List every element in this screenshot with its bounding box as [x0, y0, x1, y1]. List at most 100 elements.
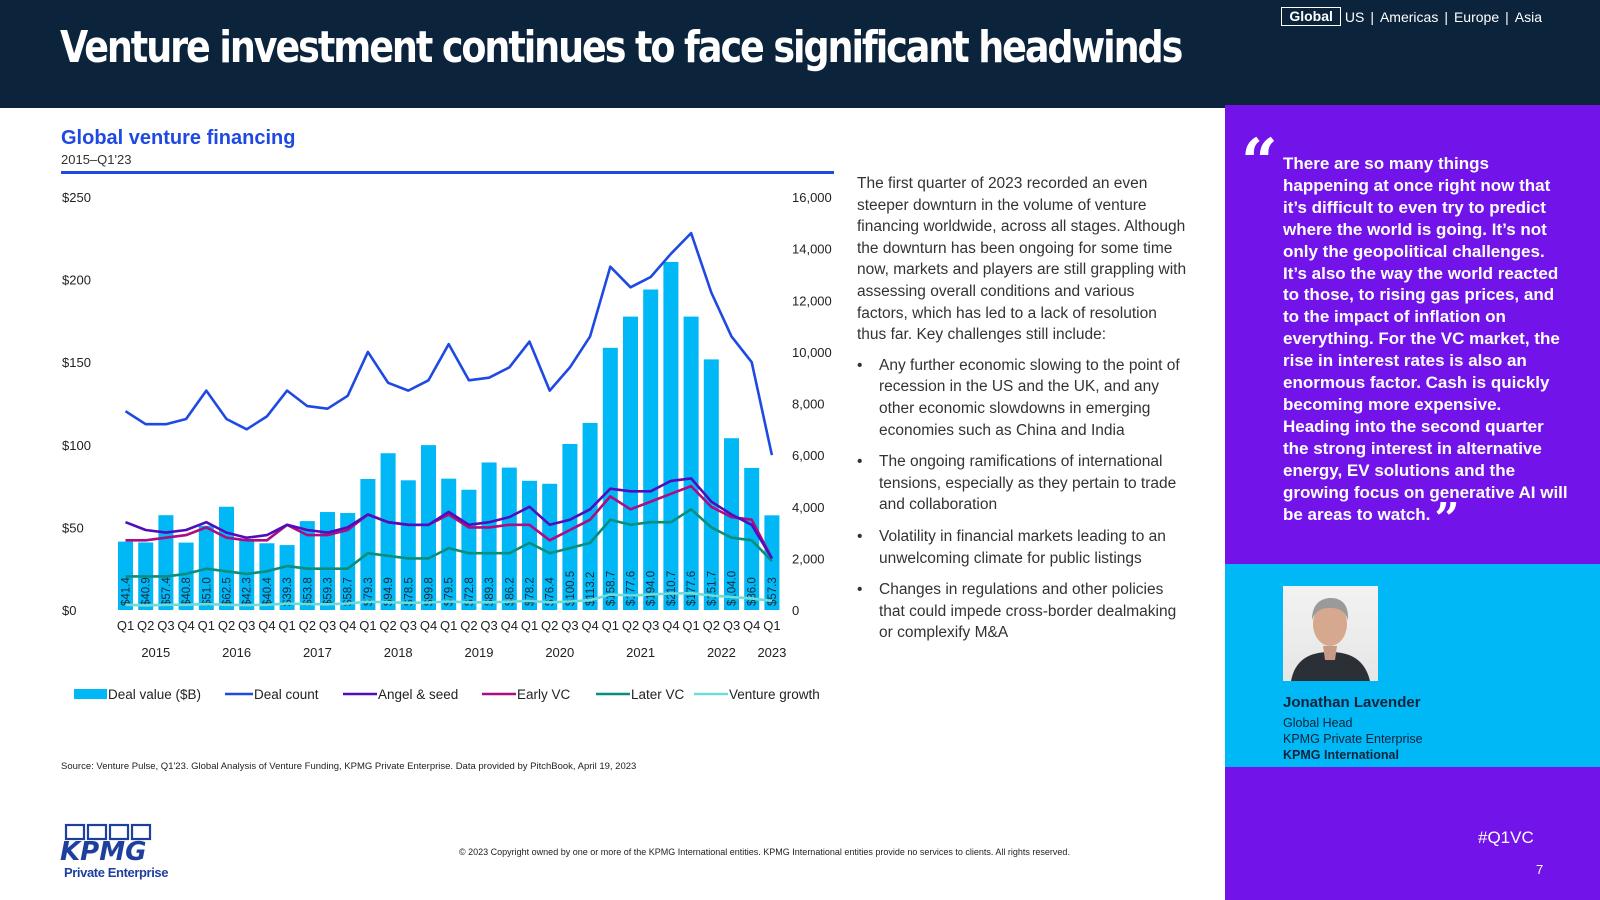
page-title: Venture investment continues to face sig… — [60, 22, 1183, 73]
right-axis-tick: 4,000 — [792, 500, 825, 515]
bar-data-label: $39.3 — [282, 577, 294, 606]
x-axis-year-label: 2015 — [141, 645, 170, 660]
bar-data-label: $89.3 — [484, 577, 496, 606]
intro-paragraph: The first quarter of 2023 recorded an ev… — [857, 175, 1187, 344]
deal-value-bar — [703, 359, 719, 610]
chart-title-rule — [61, 171, 834, 174]
deal-value-bars — [118, 261, 780, 610]
x-axis-year-label: 2023 — [757, 645, 786, 660]
bar-data-label: $41.4 — [121, 577, 133, 606]
left-axis-tick: $0 — [62, 603, 76, 618]
x-axis-quarter-label: Q3 — [157, 618, 174, 633]
legend-label: Deal count — [254, 687, 319, 702]
bar-data-label: $40.4 — [262, 577, 274, 606]
bar-data-label: $78.2 — [525, 577, 537, 606]
page-number: 7 — [1536, 862, 1544, 877]
bar-data-label: $53.8 — [302, 577, 314, 606]
region-tab-americas[interactable]: Americas — [1379, 8, 1439, 25]
x-axis-quarter-label: Q4 — [258, 618, 275, 633]
bar-data-label: $58.7 — [343, 577, 355, 606]
copyright: © 2023 Copyright owned by one or more of… — [459, 847, 1070, 857]
deal-value-bar — [178, 542, 194, 610]
deal-value-bar — [582, 422, 598, 610]
x-axis-quarter-label: Q4 — [420, 618, 437, 633]
x-axis-quarter-label: Q2 — [541, 618, 558, 633]
x-axis-year-label: 2017 — [303, 645, 332, 660]
bar-data-label: $40.8 — [181, 577, 193, 606]
person-silhouette-icon — [1291, 598, 1370, 681]
region-tab-asia[interactable]: Asia — [1514, 8, 1542, 25]
person-org: KPMG International — [1283, 748, 1399, 762]
x-axis-year-label: 2022 — [707, 645, 736, 660]
quote-block: There are so many things happening at on… — [1283, 153, 1573, 541]
person-name: Jonathan Lavender — [1283, 694, 1421, 711]
legend-label: Angel & seed — [378, 687, 458, 702]
header-bar: Venture investment continues to face sig… — [0, 0, 1600, 108]
legend-swatch-bar — [74, 689, 107, 699]
right-axis-tick: 2,000 — [792, 551, 825, 566]
deal-value-labels: $41.4 $40.9 $57.4 $40.8 $51.0 $62.5 $42.3 $40.4… — [121, 571, 779, 606]
legend-label: Venture growth — [729, 687, 820, 702]
deal-value-bar — [602, 347, 618, 610]
right-axis-tick: 0 — [792, 603, 799, 618]
avatar — [1283, 586, 1378, 681]
bar-data-label: $42.3 — [242, 577, 254, 606]
x-axis-quarter-label: Q1 — [602, 618, 619, 633]
right-axis-tick: 6,000 — [792, 448, 825, 463]
x-axis-quarter-label: Q2 — [218, 618, 235, 633]
deal-value-bar — [663, 261, 679, 610]
deal-value-bar — [299, 521, 315, 610]
list-item: Changes in regulations and other policie… — [857, 579, 1187, 644]
x-axis-quarter-label: Q2 — [622, 618, 639, 633]
x-axis-quarter-label: Q4 — [177, 618, 194, 633]
deal-value-bar — [279, 545, 295, 610]
bar-data-label: $72.8 — [464, 577, 476, 606]
bar-data-label: $151.7 — [706, 571, 718, 606]
bar-data-label: $76.4 — [545, 577, 557, 606]
bar-data-label: $78.5 — [403, 577, 415, 606]
x-axis-year-label: 2020 — [545, 645, 574, 660]
series-line-venture-growth — [125, 591, 773, 607]
x-axis-year-label: 2019 — [465, 645, 494, 660]
x-axis-quarter-label: Q1 — [682, 618, 699, 633]
right-axis-tick: 14,000 — [792, 242, 832, 257]
region-separator: | — [1505, 8, 1509, 25]
x-axis-quarter-label: Q3 — [400, 618, 417, 633]
x-axis-quarter-label: Q4 — [581, 618, 598, 633]
venture-financing-chart: $0 $50 $100 $150 $200 $250 0 2,000 4,000 6,000 8,… — [62, 190, 832, 702]
open-quote-icon: “ — [1241, 125, 1278, 200]
region-nav: Global US | Americas | Europe | Asia — [1281, 7, 1542, 26]
x-axis-year-label: 2018 — [384, 645, 413, 660]
deal-value-bar — [562, 443, 578, 610]
list-item: Volatility in financial markets leading … — [857, 526, 1187, 569]
hashtag: #Q1VC — [1478, 828, 1534, 847]
deal-value-bar — [542, 483, 558, 610]
deal-value-bar — [683, 316, 699, 610]
deal-count-lines — [124, 231, 774, 607]
x-axis-quarter-label: Q1 — [521, 618, 538, 633]
bar-data-label: $62.5 — [222, 577, 234, 606]
list-item: Any further economic slowing to the poin… — [857, 355, 1187, 441]
region-separator: | — [1370, 8, 1374, 25]
region-tab-global[interactable]: Global — [1281, 7, 1341, 26]
region-tab-europe[interactable]: Europe — [1453, 8, 1500, 25]
bar-data-label: $99.8 — [424, 577, 436, 606]
region-tab-us[interactable]: US — [1344, 8, 1365, 25]
x-axis-quarter-label: Q2 — [137, 618, 154, 633]
deal-value-bar — [724, 438, 739, 610]
x-axis-quarter-label: Q3 — [642, 618, 659, 633]
x-axis-quarter-label: Q4 — [662, 618, 679, 633]
x-axis-quarter-label: Q3 — [480, 618, 497, 633]
left-axis-tick: $100 — [62, 438, 91, 453]
chart-source-note: Source: Venture Pulse, Q1'23. Global Ana… — [61, 761, 637, 772]
bar-data-label: $40.9 — [141, 577, 153, 606]
deal-value-bar — [501, 467, 517, 610]
deal-value-bar — [643, 289, 659, 610]
x-axis-quarter-label: Q4 — [501, 618, 518, 633]
x-axis-quarter-label: Q4 — [339, 618, 356, 633]
deal-value-bar — [360, 478, 376, 610]
close-quote-icon: ” — [1434, 493, 1460, 545]
list-item: The ongoing ramifications of internation… — [857, 451, 1187, 516]
left-axis-tick: $150 — [62, 355, 91, 370]
x-axis-quarter-label: Q3 — [319, 618, 336, 633]
